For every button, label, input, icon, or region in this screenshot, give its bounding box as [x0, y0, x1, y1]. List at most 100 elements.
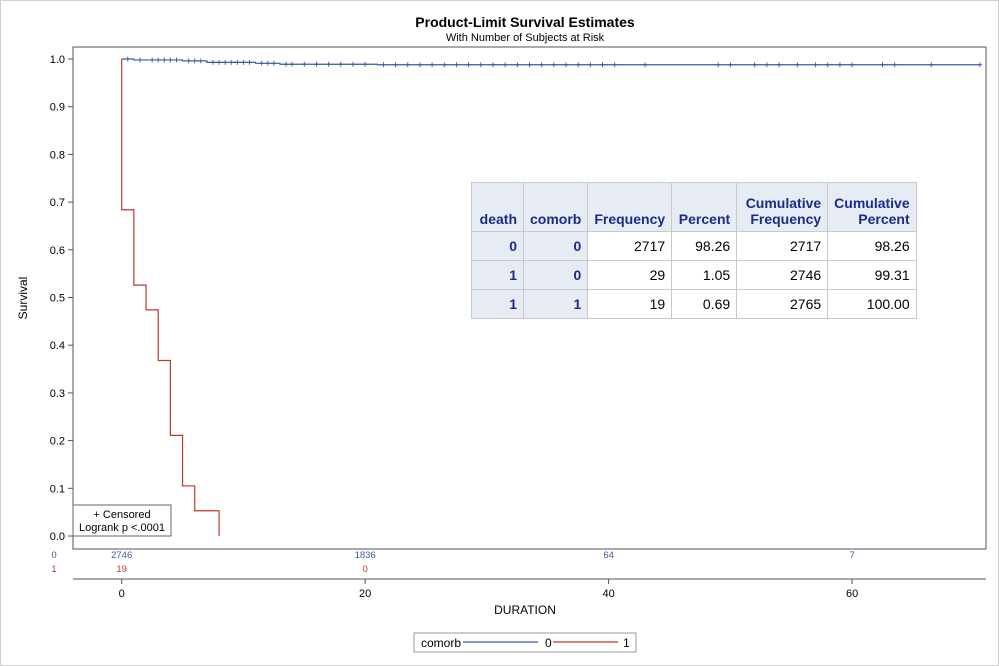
cell-cumulative-frequency: 2765: [736, 289, 829, 319]
y-tick-label: 0.6: [50, 245, 65, 257]
col-header-death: death: [471, 182, 524, 232]
cell-death: 1: [471, 289, 524, 319]
censor-mark: [350, 61, 356, 67]
cell-frequency: 19: [587, 289, 673, 319]
risk-count: 64: [603, 550, 614, 561]
cell-percent: 98.26: [671, 231, 738, 261]
series-0: [121, 56, 983, 68]
y-tick-label: 0.0: [50, 531, 65, 543]
cell-cumulative-percent: 100.00: [827, 289, 917, 319]
legend-label-0: 0: [545, 636, 552, 650]
censor-mark: [478, 62, 484, 68]
table-row: 0 0 2717 98.26 2717 98.26: [471, 231, 917, 261]
censor-mark: [149, 57, 155, 63]
cell-percent: 1.05: [671, 260, 738, 290]
x-tick-label: 40: [603, 588, 615, 600]
censor-mark: [155, 57, 161, 63]
censor-mark: [715, 62, 721, 68]
censor-mark: [539, 62, 545, 68]
censor-mark: [417, 62, 423, 68]
logrank-note: Logrank p <.0001: [79, 522, 165, 534]
censor-mark: [794, 62, 800, 68]
censor-mark: [612, 62, 618, 68]
risk-count: 1836: [355, 550, 376, 561]
censor-mark: [222, 59, 228, 65]
censor-mark: [825, 62, 831, 68]
censor-mark: [892, 62, 898, 68]
censor-mark: [466, 62, 472, 68]
censor-mark: [192, 58, 198, 64]
censor-mark: [551, 62, 557, 68]
annotation-box: + Censored Logrank p <.0001: [72, 504, 172, 537]
cell-frequency: 2717: [587, 231, 673, 261]
censor-mark: [752, 62, 758, 68]
col-header-comorb: comorb: [522, 182, 589, 232]
risk-count: 7: [849, 550, 854, 561]
censor-mark: [173, 57, 179, 63]
y-tick-label: 0.2: [50, 436, 65, 448]
col-header-cumulative-frequency: Cumulative Frequency: [736, 182, 829, 232]
censor-mark: [125, 56, 131, 62]
censor-mark: [161, 57, 167, 63]
censored-note: + Censored: [93, 509, 150, 521]
censor-mark: [167, 57, 173, 63]
censor-mark: [186, 58, 192, 64]
risk-count: 2746: [111, 550, 132, 561]
table-row: 1 0 29 1.05 2746 99.31: [471, 260, 917, 290]
censor-mark: [563, 62, 569, 68]
survival-curve-0: [121, 58, 980, 66]
cell-frequency: 29: [587, 260, 673, 290]
censor-mark: [928, 62, 934, 68]
censor-mark: [813, 62, 819, 68]
x-axis-label: DURATION: [494, 603, 556, 617]
y-tick-label: 0.8: [50, 149, 65, 161]
risk-table: 0 2746 1836 64 7 1 19 0: [51, 550, 854, 575]
censor-mark: [362, 61, 368, 67]
legend-label-1: 1: [623, 636, 630, 650]
censor-mark: [216, 59, 222, 65]
risk-count: 19: [116, 564, 127, 575]
censor-mark: [283, 61, 289, 67]
col-header-percent: Percent: [671, 182, 738, 232]
y-tick-label: 0.9: [50, 102, 65, 114]
censor-mark: [247, 59, 253, 65]
censor-mark: [234, 59, 240, 65]
censor-mark: [453, 62, 459, 68]
censor-mark: [429, 62, 435, 68]
chart-subtitle: With Number of Subjects at Risk: [446, 32, 605, 44]
censor-mark: [326, 61, 332, 67]
col-header-frequency: Frequency: [587, 182, 673, 232]
censor-mark: [137, 57, 143, 63]
censor-mark: [393, 62, 399, 68]
censor-mark: [587, 62, 593, 68]
censor-mark: [880, 62, 886, 68]
frequency-table: death comorb Frequency Percent Cumulativ…: [471, 182, 917, 319]
series-1: [121, 59, 220, 536]
risk-group-label: 1: [51, 564, 56, 575]
legend: comorb 0 1: [413, 632, 637, 653]
censor-mark: [575, 62, 581, 68]
censor-mark: [441, 62, 447, 68]
censor-mark: [259, 60, 265, 66]
table-row: 1 1 19 0.69 2765 100.00: [471, 289, 917, 319]
x-tick-label: 0: [119, 588, 125, 600]
y-tick-label: 0.7: [50, 197, 65, 209]
y-tick-label: 0.5: [50, 293, 65, 305]
censor-mark: [514, 62, 520, 68]
risk-group-label: 0: [51, 550, 56, 561]
censor-mark: [380, 62, 386, 68]
censor-mark: [776, 62, 782, 68]
censor-mark: [271, 60, 277, 66]
y-axis-label: Survival: [16, 277, 30, 320]
cell-cumulative-percent: 99.31: [827, 260, 917, 290]
censor-mark: [289, 61, 295, 67]
legend-title: comorb: [421, 636, 461, 650]
censor-mark: [764, 62, 770, 68]
x-tick-label: 60: [846, 588, 858, 600]
censor-mark: [642, 62, 648, 68]
censor-mark: [228, 59, 234, 65]
censor-mark: [210, 59, 216, 65]
cell-cumulative-percent: 98.26: [827, 231, 917, 261]
